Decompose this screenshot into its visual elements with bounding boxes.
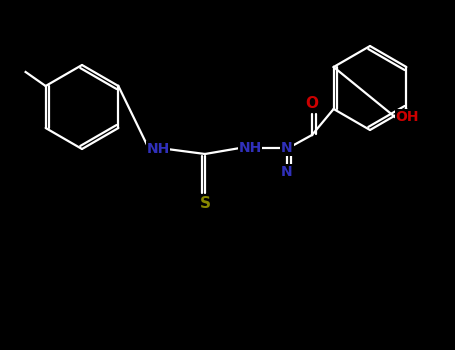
Text: S: S — [199, 196, 211, 210]
Text: N: N — [281, 165, 293, 179]
Text: O: O — [305, 97, 318, 112]
Text: OH: OH — [395, 110, 419, 124]
Text: NH: NH — [147, 142, 170, 156]
Text: NH: NH — [238, 141, 262, 155]
Text: N: N — [281, 141, 293, 155]
